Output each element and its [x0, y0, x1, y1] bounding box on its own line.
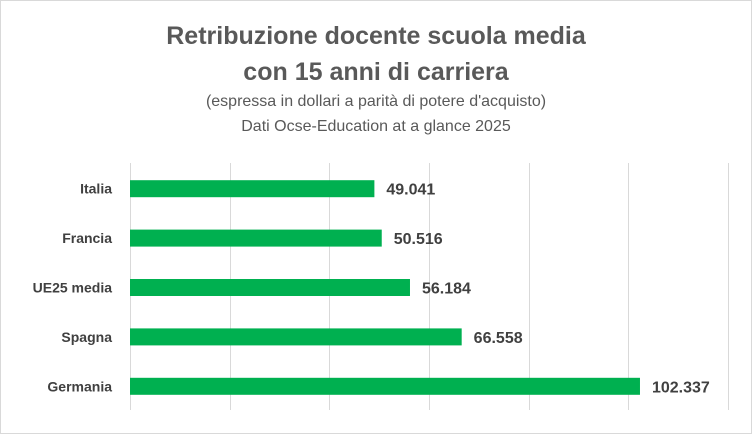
bar-germania [130, 377, 640, 395]
bar-spagna [130, 328, 462, 346]
chart-subtitle-line2: Dati Ocse-Education at a glance 2025 [241, 118, 511, 135]
category-label: Italia [80, 181, 112, 197]
chart-subtitle-line1: (espressa in dollari a parità di potere … [205, 93, 547, 110]
category-label: Francia [62, 230, 112, 246]
category-label: Spagna [61, 329, 112, 345]
data-label: 56.184 [422, 281, 471, 298]
category-label: Germania [47, 378, 112, 394]
bar-italia [130, 180, 375, 198]
bar-ue25-media [130, 279, 410, 296]
data-label: 66.558 [474, 330, 523, 347]
bar-francia [130, 229, 382, 247]
data-label: 49.041 [386, 182, 435, 199]
data-label: 50.516 [394, 231, 443, 248]
category-label: UE25 media [33, 280, 113, 296]
data-label: 102.337 [652, 379, 710, 396]
chart-title-line2: con 15 anni di carriera [243, 58, 509, 86]
chart-title-line1: Retribuzione docente scuola media [166, 22, 586, 50]
